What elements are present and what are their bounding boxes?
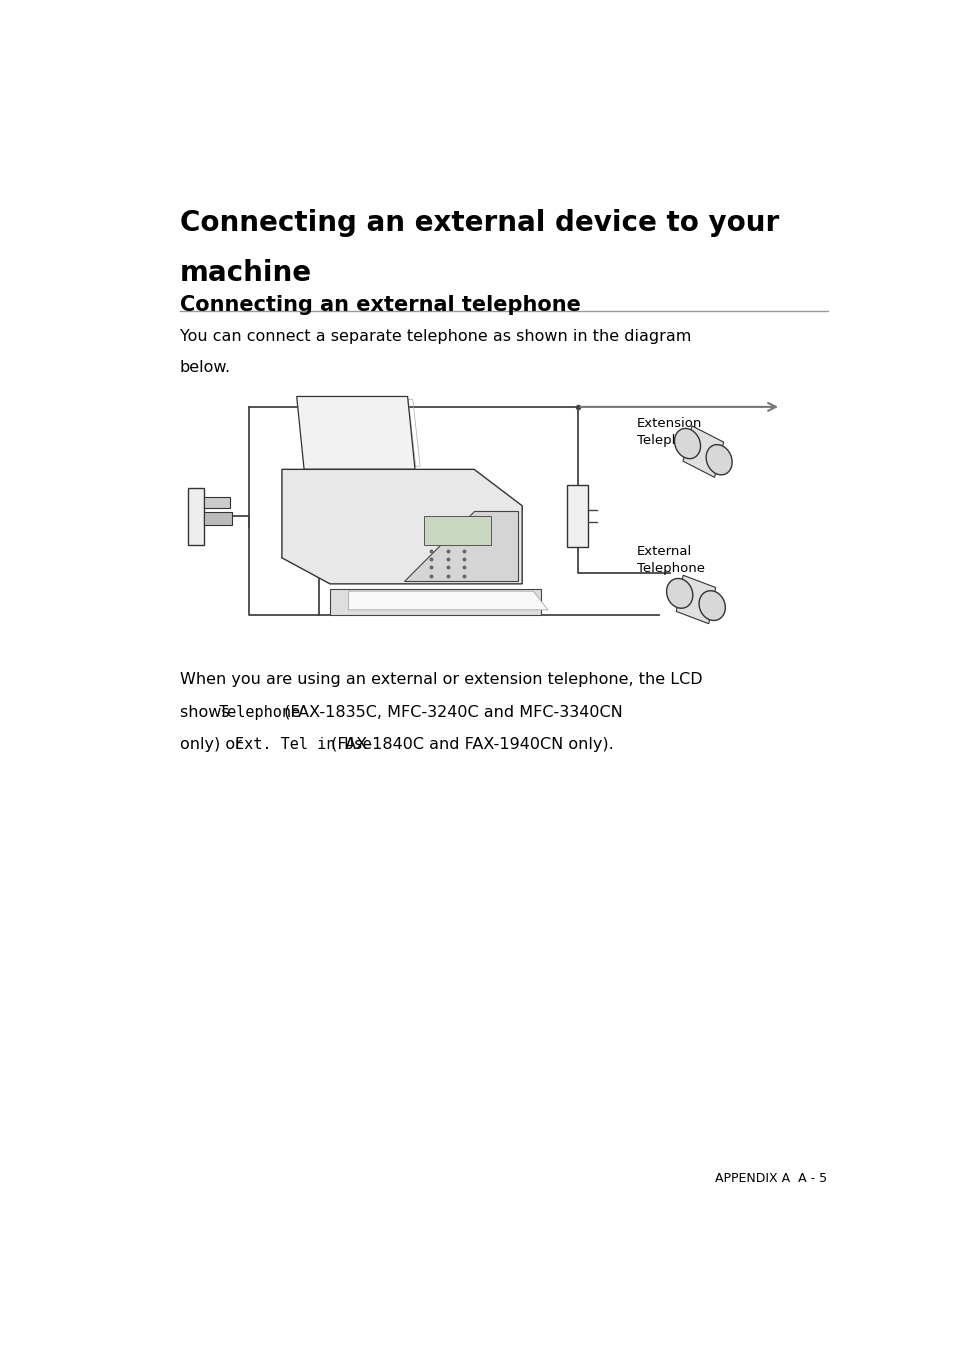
Text: below.: below.: [180, 360, 231, 375]
FancyBboxPatch shape: [567, 485, 587, 548]
Text: Connecting an external device to your: Connecting an external device to your: [180, 210, 779, 237]
Text: shows: shows: [180, 704, 234, 719]
Polygon shape: [403, 511, 518, 581]
Text: only) or: only) or: [180, 737, 247, 752]
Polygon shape: [204, 498, 230, 508]
FancyBboxPatch shape: [188, 488, 204, 545]
Polygon shape: [682, 426, 723, 477]
Ellipse shape: [674, 429, 700, 458]
FancyBboxPatch shape: [423, 516, 491, 545]
Text: (FAX-1835C, MFC-3240C and MFC-3340CN: (FAX-1835C, MFC-3240C and MFC-3340CN: [278, 704, 622, 719]
Polygon shape: [348, 591, 547, 610]
Text: APPENDIX A  A - 5: APPENDIX A A - 5: [715, 1172, 826, 1184]
Polygon shape: [330, 589, 540, 615]
Text: Connecting an external telephone: Connecting an external telephone: [180, 296, 580, 315]
Text: Extension
Telephone: Extension Telephone: [637, 418, 704, 448]
Text: You can connect a separate telephone as shown in the diagram: You can connect a separate telephone as …: [180, 329, 691, 343]
Polygon shape: [204, 512, 233, 525]
Polygon shape: [296, 396, 415, 469]
Ellipse shape: [705, 445, 731, 475]
Text: When you are using an external or extension telephone, the LCD: When you are using an external or extens…: [180, 672, 701, 687]
Polygon shape: [676, 575, 715, 623]
Text: machine: machine: [180, 260, 312, 287]
Text: Ext. Tel in Use: Ext. Tel in Use: [235, 737, 372, 752]
Text: External
Telephone: External Telephone: [637, 545, 704, 576]
Text: Telephone: Telephone: [218, 704, 300, 719]
Polygon shape: [282, 469, 521, 584]
Ellipse shape: [699, 591, 724, 621]
Text: (FAX-1840C and FAX-1940CN only).: (FAX-1840C and FAX-1940CN only).: [325, 737, 613, 752]
Ellipse shape: [666, 579, 692, 608]
